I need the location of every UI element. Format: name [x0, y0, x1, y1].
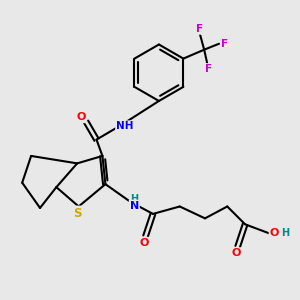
- Text: H: H: [130, 194, 138, 204]
- Text: F: F: [196, 24, 203, 34]
- Text: F: F: [205, 64, 212, 74]
- Text: O: O: [270, 228, 279, 238]
- Text: O: O: [76, 112, 86, 122]
- Text: O: O: [232, 248, 241, 258]
- Text: NH: NH: [116, 121, 134, 131]
- Text: S: S: [73, 206, 81, 220]
- Text: H: H: [281, 228, 289, 238]
- Text: F: F: [221, 39, 228, 49]
- Text: O: O: [140, 238, 149, 248]
- Text: N: N: [130, 201, 139, 211]
